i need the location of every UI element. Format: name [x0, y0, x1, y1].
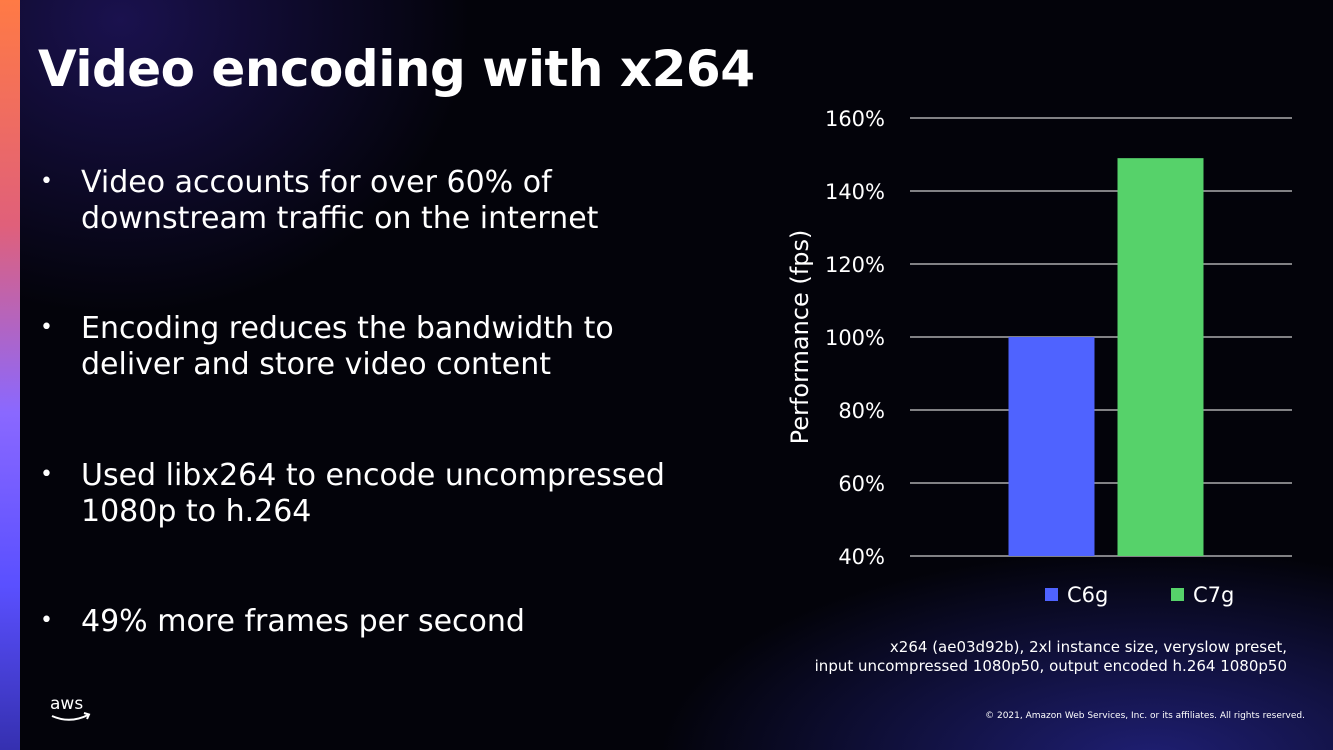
legend-label: C6g — [1067, 583, 1108, 607]
y-tick-label: 80% — [838, 399, 885, 423]
bullet-dot-icon: • — [40, 462, 53, 487]
aws-smile-icon — [51, 712, 91, 721]
aws-logo: aws — [50, 694, 94, 724]
aws-logo-text: aws — [50, 694, 84, 714]
y-tick-label: 120% — [825, 253, 885, 277]
y-tick-label: 60% — [838, 472, 885, 496]
y-tick-label: 160% — [825, 107, 885, 131]
legend-swatch — [1171, 588, 1184, 601]
copyright: © 2021, Amazon Web Services, Inc. or its… — [985, 711, 1305, 721]
bullet-dot-icon: • — [40, 608, 53, 633]
bar-c7g — [1117, 158, 1204, 556]
bullet-text: Video accounts for over 60% of downstrea… — [81, 165, 599, 236]
bar-c6g — [1008, 337, 1095, 556]
bullet-dot-icon: • — [40, 169, 53, 194]
slide-title: Video encoding with x264 — [38, 40, 755, 98]
accent-bar — [0, 0, 20, 750]
bullet-text: Encoding reduces the bandwidth to delive… — [81, 311, 614, 382]
y-tick-label: 100% — [825, 326, 885, 350]
y-tick-label: 40% — [838, 545, 885, 569]
bullet-dot-icon: • — [40, 315, 53, 340]
legend-label: C7g — [1193, 583, 1234, 607]
footnote-line-2: input uncompressed 1080p50, output encod… — [814, 657, 1287, 675]
footnote: x264 (ae03d92b), 2xl instance size, very… — [815, 638, 1287, 676]
y-axis-label: Performance (fps) — [786, 230, 814, 445]
performance-bar-chart: 40% 60% 80% 100% 120% 140% 160% Performance (fp… — [786, 107, 1292, 607]
footnote-line-1: x264 (ae03d92b), 2xl instance size, very… — [889, 638, 1287, 656]
bullet-text: 49% more frames per second — [81, 604, 525, 639]
y-tick-label: 140% — [825, 180, 885, 204]
bullet-text: Used libx264 to encode uncompressed 1080… — [81, 458, 665, 529]
legend-swatch — [1045, 588, 1058, 601]
